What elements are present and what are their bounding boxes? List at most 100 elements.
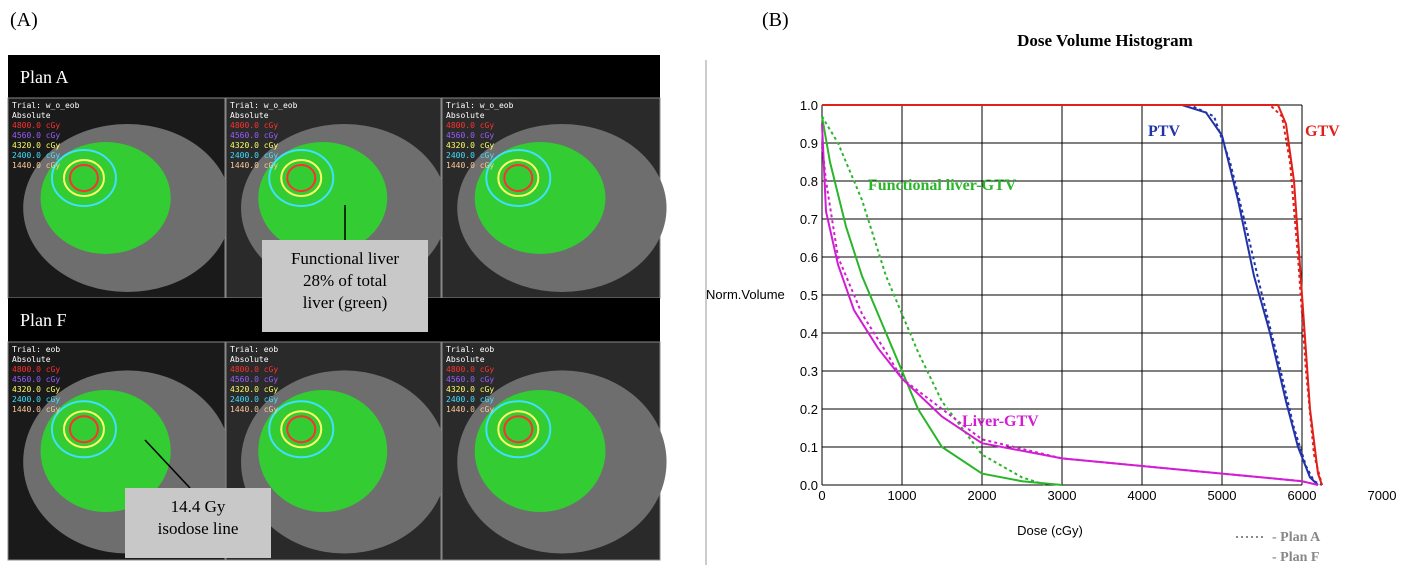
overlay-level: 2400.0 cGy [446, 151, 494, 160]
overlay-level: 4320.0 cGy [446, 141, 494, 150]
y-tick-label: 0.8 [800, 174, 818, 189]
isodose [503, 415, 534, 444]
x-tick-label: 4000 [1128, 488, 1157, 503]
overlay-level: 4320.0 cGy [230, 385, 278, 394]
dvh-line [821, 116, 1063, 486]
annotation-box [262, 240, 428, 332]
series-label: GTV [1305, 123, 1340, 140]
y-tick-label: 0.3 [800, 364, 818, 379]
overlay-level: 1440.0 cGy [12, 161, 60, 170]
overlay-level: 4560.0 cGy [446, 131, 494, 140]
overlay-level: 4560.0 cGy [230, 375, 278, 384]
y-tick-label: 0.9 [800, 136, 818, 151]
plan-header [8, 55, 660, 98]
overlay-level: 4800.0 cGy [446, 365, 494, 374]
chart-title: Dose Volume Histogram [1017, 31, 1193, 50]
overlay-level: 1440.0 cGy [446, 161, 494, 170]
plan-title: Plan A [20, 67, 69, 87]
legend-label: - Plan F [1272, 550, 1319, 565]
y-tick-label: 0.2 [800, 402, 818, 417]
x-tick-label: 6000 [1288, 488, 1317, 503]
overlay-level: 2400.0 cGy [12, 395, 60, 404]
overlay-mode: Absolute [230, 355, 269, 364]
annotation-text: isodose line [158, 519, 239, 538]
x-tick-label: 5000 [1208, 488, 1237, 503]
overlay-level: 4800.0 cGy [230, 121, 278, 130]
overlay-level: 4320.0 cGy [12, 385, 60, 394]
overlay-mode: Absolute [12, 355, 51, 364]
isodose [62, 410, 105, 449]
isodose [485, 149, 552, 207]
overlay-trial: Trial: w_o_eob [230, 101, 298, 110]
overlay-level: 4800.0 cGy [12, 365, 60, 374]
isodose [497, 159, 540, 197]
panel-label: (A) [10, 9, 38, 31]
annotation-text: 28% of total [303, 271, 387, 290]
annotation-text: liver (green) [303, 293, 387, 312]
x-tick-label: 7000 [1368, 488, 1397, 503]
overlay-trial: Trial: eob [446, 345, 494, 354]
y-tick-label: 0.6 [800, 250, 818, 265]
dvh-line [821, 123, 1319, 486]
overlay-trial: Trial: eob [12, 345, 60, 354]
dvh-line [822, 104, 1323, 486]
overlay-level: 4800.0 cGy [446, 121, 494, 130]
dvh-line [821, 115, 1047, 486]
y-tick-label: 0.5 [800, 288, 818, 303]
overlay-level: 2400.0 cGy [446, 395, 494, 404]
series-label: Liver-GTV [962, 413, 1039, 430]
x-tick-label: 0 [818, 488, 825, 503]
y-tick-label: 0.1 [800, 440, 818, 455]
isodose [268, 400, 335, 459]
x-tick-label: 2000 [968, 488, 997, 503]
overlay-level: 1440.0 cGy [446, 405, 494, 414]
y-tick-label: 0.4 [800, 326, 818, 341]
isodose [280, 410, 323, 449]
overlay-level: 4560.0 cGy [446, 375, 494, 384]
overlay-level: 2400.0 cGy [230, 395, 278, 404]
overlay-mode: Absolute [230, 111, 269, 120]
overlay-trial: Trial: eob [230, 345, 278, 354]
y-tick-label: 0.0 [800, 478, 818, 493]
annotation-box [125, 488, 271, 558]
overlay-level: 4800.0 cGy [12, 121, 60, 130]
overlay-level: 4320.0 cGy [12, 141, 60, 150]
isodose [268, 149, 335, 207]
isodose [497, 410, 540, 449]
isodose [68, 164, 99, 192]
overlay-level: 4800.0 cGy [230, 365, 278, 374]
overlay-level: 4320.0 cGy [230, 141, 278, 150]
overlay-mode: Absolute [446, 355, 485, 364]
x-tick-label: 1000 [888, 488, 917, 503]
series-label: Functional liver-GTV [868, 177, 1017, 194]
dvh-line [822, 104, 1319, 486]
overlay-mode: Absolute [12, 111, 51, 120]
isodose [286, 164, 317, 192]
annotation-text: Functional liver [291, 249, 399, 268]
overlay-level: 1440.0 cGy [230, 161, 278, 170]
y-axis-label: Norm.Volume [706, 287, 785, 302]
isodose [68, 415, 99, 444]
isodose [62, 159, 105, 197]
overlay-level: 4560.0 cGy [230, 131, 278, 140]
overlay-level: 4320.0 cGy [446, 385, 494, 394]
overlay-level: 4560.0 cGy [12, 131, 60, 140]
overlay-level: 1440.0 cGy [230, 405, 278, 414]
dvh-line [822, 104, 1323, 486]
dvh-line [821, 142, 1319, 486]
overlay-level: 2400.0 cGy [12, 151, 60, 160]
overlay-trial: Trial: w_o_eob [446, 101, 514, 110]
overlay-level: 2400.0 cGy [230, 151, 278, 160]
arrow [144, 439, 191, 489]
overlay-mode: Absolute [446, 111, 485, 120]
isodose [485, 400, 552, 459]
x-tick-label: 3000 [1048, 488, 1077, 503]
legend-label: - Plan A [1272, 530, 1321, 545]
